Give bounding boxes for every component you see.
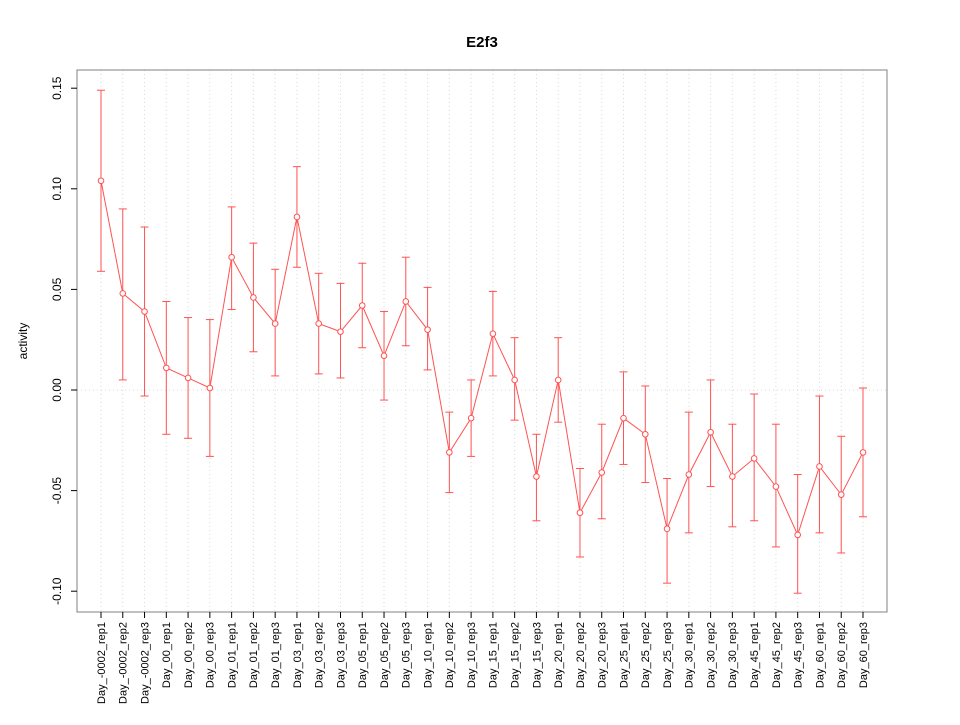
x-tick-label: Day_45_rep1 bbox=[749, 622, 761, 688]
data-point bbox=[598, 469, 606, 476]
data-point bbox=[620, 414, 627, 422]
y-tick-label: -0.10 bbox=[50, 577, 64, 605]
x-tick-label: Day_20_rep3 bbox=[597, 622, 609, 688]
data-point bbox=[511, 376, 518, 384]
data-point bbox=[641, 430, 649, 438]
y-tick-label: 0.10 bbox=[50, 177, 64, 201]
data-point bbox=[97, 177, 105, 185]
x-tick-label: Day_20_rep2 bbox=[575, 622, 587, 688]
data-point bbox=[533, 473, 540, 480]
y-tick-label: 0.15 bbox=[50, 76, 64, 100]
data-point bbox=[141, 308, 148, 315]
data-point bbox=[576, 509, 584, 517]
x-tick-label: Day_30_rep1 bbox=[684, 622, 696, 688]
data-point bbox=[446, 449, 453, 456]
data-point bbox=[685, 471, 693, 478]
data-point bbox=[228, 253, 235, 261]
data-point bbox=[729, 473, 736, 480]
x-tick-label: Day_25_rep1 bbox=[618, 622, 630, 688]
y-tick-label: 0.05 bbox=[50, 277, 64, 301]
data-point bbox=[380, 352, 388, 360]
x-tick-label: Day_01_rep2 bbox=[248, 622, 260, 688]
x-tick-label: Day_03_rep2 bbox=[314, 622, 326, 688]
x-tick-label: Day_10_rep3 bbox=[466, 622, 478, 688]
data-point bbox=[163, 364, 170, 372]
data-point bbox=[271, 320, 279, 327]
x-tick-label: Day_-0002_rep1 bbox=[96, 622, 108, 704]
data-point bbox=[794, 531, 801, 539]
y-axis-label: activity bbox=[16, 323, 30, 360]
y-tick-label: 0.00 bbox=[50, 378, 64, 402]
data-point bbox=[358, 302, 366, 309]
data-point bbox=[206, 384, 214, 392]
data-points bbox=[97, 177, 867, 539]
x-tick-label: Day_10_rep2 bbox=[444, 622, 456, 688]
data-point bbox=[750, 455, 758, 462]
x-tick-label: Day_45_rep3 bbox=[793, 622, 805, 688]
x-tick-label: Day_00_rep1 bbox=[161, 622, 173, 688]
x-axis: Day_-0002_rep1 Day_-0002_rep2 Day_-0002_re… bbox=[96, 612, 870, 704]
data-point bbox=[467, 414, 475, 422]
data-point bbox=[859, 449, 867, 456]
x-tick-label: Day_15_rep2 bbox=[510, 622, 522, 688]
x-tick-label: Day_45_rep2 bbox=[771, 622, 783, 688]
x-tick-label: Day_30_rep2 bbox=[705, 622, 717, 688]
series-line bbox=[100, 180, 864, 537]
data-point bbox=[489, 330, 497, 337]
x-tick-label: Day_25_rep2 bbox=[640, 622, 652, 688]
x-tick-label: Day_10_rep1 bbox=[422, 622, 434, 688]
y-tick-label: -0.05 bbox=[50, 477, 64, 505]
data-point bbox=[772, 483, 780, 490]
data-point bbox=[293, 213, 301, 221]
x-tick-label: Day_20_rep1 bbox=[553, 622, 565, 688]
x-tick-label: Day_03_rep3 bbox=[335, 622, 347, 688]
x-tick-label: Day_03_rep1 bbox=[292, 622, 304, 688]
x-tick-label: Day_01_rep1 bbox=[226, 622, 238, 688]
x-tick-label: Day_30_rep3 bbox=[727, 622, 739, 688]
x-tick-label: Day_-0002_rep3 bbox=[139, 622, 151, 704]
x-tick-label: Day_15_rep3 bbox=[531, 622, 543, 688]
data-point bbox=[707, 428, 714, 436]
data-point bbox=[119, 290, 127, 297]
x-grid bbox=[77, 70, 887, 612]
x-tick-label: Day_05_rep1 bbox=[357, 622, 369, 688]
x-tick-label: Day_60_rep1 bbox=[814, 622, 826, 688]
x-tick-label: Day_01_rep3 bbox=[270, 622, 282, 688]
x-tick-label: Day_60_rep3 bbox=[858, 622, 870, 688]
data-point bbox=[402, 298, 410, 305]
data-point bbox=[184, 374, 192, 382]
chart-title: E2f3 bbox=[466, 34, 498, 51]
data-point bbox=[837, 491, 845, 498]
data-point bbox=[816, 463, 823, 470]
x-tick-label: Day_05_rep3 bbox=[401, 622, 413, 688]
data-point bbox=[424, 326, 431, 333]
data-point bbox=[663, 525, 671, 533]
data-point bbox=[337, 328, 344, 335]
data-point bbox=[554, 376, 562, 384]
x-tick-label: Day_15_rep1 bbox=[488, 622, 500, 688]
x-tick-label: Day_00_rep2 bbox=[183, 622, 195, 688]
x-tick-label: Day_25_rep3 bbox=[662, 622, 674, 688]
x-tick-label: Day_00_rep3 bbox=[205, 622, 217, 688]
data-point bbox=[250, 294, 257, 301]
data-point bbox=[315, 320, 323, 327]
plot-border bbox=[76, 69, 888, 613]
series-polyline bbox=[100, 180, 864, 537]
y-axis: 0.15 0.10 0.05 0.00 -0.05 -0.10 bbox=[50, 76, 77, 605]
x-tick-label: Day_-0002_rep2 bbox=[118, 622, 130, 704]
x-tick-label: Day_05_rep2 bbox=[379, 622, 391, 688]
x-tick-label: Day_60_rep2 bbox=[836, 622, 848, 688]
